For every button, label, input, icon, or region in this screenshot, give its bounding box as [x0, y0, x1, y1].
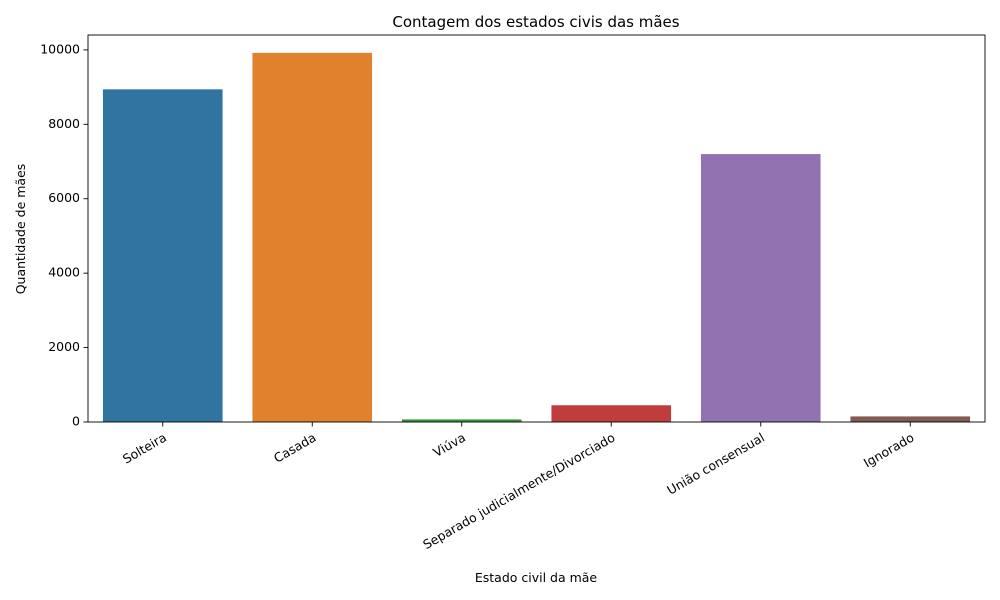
y-tick-label-2: 4000 [48, 265, 80, 280]
bar-0 [102, 89, 223, 422]
x-tick-label-1: Casada [271, 430, 318, 466]
x-tick-label-2: Viúva [430, 430, 468, 460]
bar-5 [850, 416, 971, 422]
bar-3 [551, 405, 672, 422]
x-axis-label: Estado civil da mãe [475, 570, 598, 585]
x-tick-label-5: Ignorado [861, 430, 917, 471]
bar-1 [252, 52, 373, 423]
bar-2 [401, 419, 522, 422]
plot-frame [87, 34, 986, 423]
y-axis-label: Quantidade de mães [13, 164, 28, 295]
y-tick-label-5: 10000 [40, 41, 80, 56]
x-tick-label-0: Solteira [120, 430, 169, 467]
x-tick-label-4: União consensual [664, 430, 767, 498]
y-tick-label-3: 6000 [48, 190, 80, 205]
chart-title: Contagem dos estados civis das mães [392, 13, 679, 31]
y-tick-label-0: 0 [72, 414, 80, 429]
y-tick-label-1: 2000 [48, 339, 80, 354]
bar-4 [700, 154, 821, 422]
y-tick-label-4: 8000 [48, 116, 80, 131]
